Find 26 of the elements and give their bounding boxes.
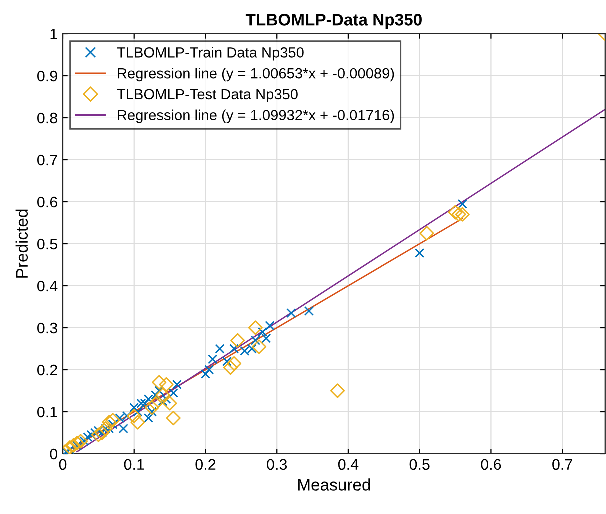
y-tick-label: 0.8 bbox=[38, 112, 58, 124]
y-tick-label: 0.2 bbox=[38, 364, 58, 376]
y-tick-label: 1 bbox=[50, 29, 58, 40]
legend-label: Regression line (y = 1.00653*x + -0.00089) bbox=[118, 68, 394, 82]
x-tick-label: 0.6 bbox=[481, 459, 502, 470]
x-tick-label: 0.4 bbox=[338, 459, 359, 470]
legend-label: TLBOMLP-Train Data Np350 bbox=[117, 47, 304, 61]
y-tick-label: 0.7 bbox=[38, 154, 58, 166]
x-tick-label: 0.5 bbox=[410, 459, 430, 470]
x-tick-label: 0.2 bbox=[196, 459, 216, 470]
legend-label: TLBOMLP-Test Data Np350 bbox=[117, 89, 298, 102]
x-axis-title: Measured bbox=[298, 478, 370, 491]
x-tick-label: 0.3 bbox=[267, 459, 288, 470]
x-tick-label: 0.1 bbox=[124, 459, 144, 470]
legend-label: Regression line (y = 1.09932*x + -0.01716) bbox=[118, 110, 394, 124]
y-tick-label: 0 bbox=[50, 448, 58, 460]
x-tick-label: 0.7 bbox=[552, 459, 572, 470]
y-tick-label: 0.5 bbox=[38, 238, 58, 250]
y-tick-label: 0.3 bbox=[38, 322, 58, 334]
y-tick-label: 0.9 bbox=[38, 70, 58, 82]
y-tick-label: 0.1 bbox=[38, 406, 58, 418]
y-axis-title: Predicted bbox=[16, 210, 28, 278]
x-tick-label: 0 bbox=[59, 459, 67, 470]
chart-title: TLBOMLP-Data Np350 bbox=[246, 14, 422, 30]
y-tick-label: 0.4 bbox=[38, 280, 58, 292]
y-tick-label: 0.6 bbox=[38, 196, 58, 208]
